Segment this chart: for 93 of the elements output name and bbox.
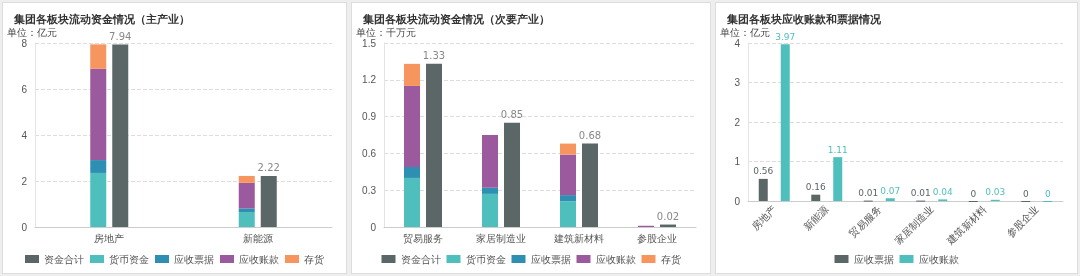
data-label: 0.07 — [880, 185, 901, 196]
y-tick-label: 1.5 — [362, 37, 377, 49]
bar — [504, 122, 520, 227]
bar — [482, 193, 498, 227]
bar — [238, 182, 255, 209]
data-label: 2.22 — [257, 162, 280, 174]
data-label: 0.02 — [656, 211, 680, 223]
y-tick-label: 4 — [21, 129, 28, 141]
bar — [482, 187, 498, 194]
y-tick-label: 0.9 — [362, 111, 377, 123]
y-tick-label: 0 — [370, 221, 377, 233]
bar — [560, 201, 576, 227]
y-tick-label: 4 — [734, 37, 741, 49]
legend-label: 存货 — [660, 253, 681, 265]
data-label: 0.03 — [985, 187, 1006, 198]
x-tick-label: 参股企业 — [637, 232, 677, 244]
legend-label: 应收票据 — [530, 253, 571, 265]
bar — [833, 157, 843, 201]
legend-label: 应收账款 — [918, 253, 959, 265]
legend-label: 应收账款 — [595, 253, 636, 265]
y-tick-label: 2 — [21, 175, 28, 187]
bar — [426, 63, 442, 227]
chart-title: 集团各板块流动资金情况（次要产业） — [362, 12, 550, 26]
data-label: 0.01 — [858, 188, 879, 199]
y-tick-label: 6 — [21, 83, 28, 95]
chart-title: 集团各板块流动资金情况（主产业） — [13, 12, 190, 26]
bar — [560, 195, 576, 202]
x-tick-label: 建筑新材料 — [944, 203, 989, 247]
legend-label: 应收票据 — [174, 253, 214, 265]
bar — [260, 175, 277, 227]
data-label: 0.56 — [753, 166, 774, 177]
x-tick-label: 房地产 — [749, 203, 779, 233]
bar — [482, 135, 498, 188]
data-label: 0.16 — [805, 182, 827, 193]
legend-label: 资金合计 — [400, 253, 441, 265]
bar — [582, 143, 598, 227]
x-tick-label: 新能源 — [801, 203, 831, 233]
data-label: 7.94 — [109, 30, 132, 42]
data-label: 0.01 — [910, 188, 931, 199]
x-tick-label: 家居制造业 — [476, 232, 526, 244]
y-tick-label: 0 — [734, 195, 741, 207]
legend-label: 存货 — [304, 253, 324, 265]
bar — [90, 68, 107, 161]
legend-label: 货币资金 — [465, 253, 506, 265]
bar — [404, 63, 420, 86]
data-label: 0 — [1022, 188, 1029, 199]
data-label: 0.68 — [578, 130, 602, 142]
y-tick-label: 1 — [734, 156, 741, 167]
x-tick-label: 建筑新材料 — [553, 232, 604, 244]
legend-label: 应收账款 — [239, 253, 279, 265]
legend-label: 货币资金 — [109, 253, 149, 265]
bar — [811, 194, 821, 201]
data-label: 0 — [1044, 188, 1051, 199]
bar — [90, 160, 107, 173]
y-tick-label: 0.6 — [362, 147, 377, 159]
x-tick-label: 贸易服务 — [403, 232, 443, 244]
y-tick-label: 0 — [21, 221, 28, 233]
bar — [238, 212, 255, 227]
bar — [780, 44, 790, 201]
data-label: 0.85 — [500, 109, 524, 121]
x-tick-label: 新能源 — [242, 232, 273, 244]
bar — [885, 198, 895, 201]
bar — [238, 175, 255, 183]
bar — [404, 85, 420, 167]
y-tick-label: 8 — [21, 37, 28, 49]
bar — [112, 44, 129, 227]
y-axis-title: 单位：亿元 — [7, 26, 57, 38]
bar — [758, 178, 768, 201]
y-tick-label: 3 — [734, 77, 741, 88]
y-tick-label: 1.2 — [362, 74, 377, 86]
data-label: 0 — [970, 188, 977, 199]
data-label: 3.97 — [775, 31, 796, 42]
bar — [560, 154, 576, 196]
y-axis-title: 单位：亿元 — [720, 26, 770, 38]
y-axis-title: 单位：千万元 — [356, 26, 416, 38]
x-tick-label: 家居制造业 — [892, 203, 936, 247]
y-tick-label: 0.3 — [362, 184, 377, 196]
bar — [238, 208, 255, 213]
x-tick-label: 贸易服务 — [847, 203, 884, 240]
chart-title: 集团各板块应收账款和票据情况 — [726, 12, 882, 25]
bar — [560, 143, 576, 155]
legend-label: 资金合计 — [44, 253, 84, 265]
data-label: 1.11 — [827, 144, 848, 155]
bar — [90, 44, 107, 69]
bar — [404, 166, 420, 178]
x-tick-label: 房地产 — [94, 232, 125, 244]
y-tick-label: 2 — [734, 116, 741, 128]
bar — [404, 177, 420, 227]
x-tick-label: 参股企业 — [1004, 203, 1041, 240]
legend-label: 应收票据 — [853, 253, 894, 265]
data-label: 0.04 — [932, 186, 954, 197]
data-label: 1.33 — [422, 50, 446, 62]
bar — [90, 172, 107, 227]
